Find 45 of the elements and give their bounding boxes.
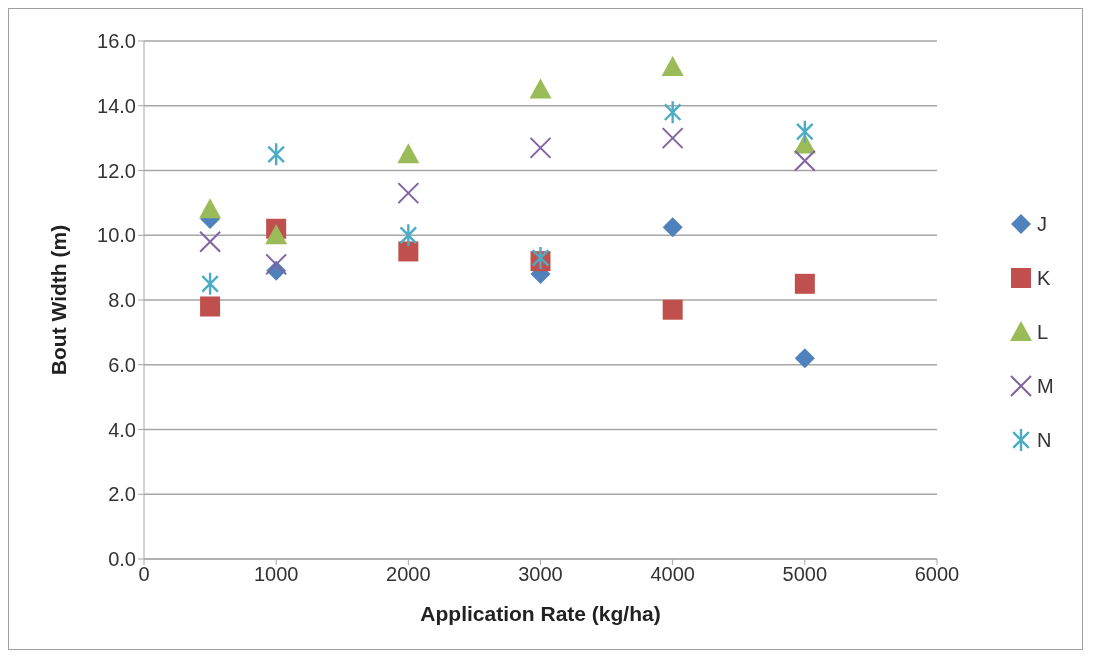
point	[794, 273, 815, 294]
y-axis-title: Bout Width (m)	[47, 224, 71, 376]
legend-label: J	[1037, 212, 1047, 236]
y-tick-label: 14.0	[97, 94, 136, 117]
point	[796, 120, 814, 143]
legend-label: K	[1037, 266, 1051, 290]
x-tick-label: 1000	[253, 563, 299, 586]
point	[661, 127, 684, 150]
y-tick-label: 6.0	[108, 353, 136, 376]
point	[529, 78, 552, 99]
y-tick-label: 10.0	[97, 224, 136, 247]
y-tick-label: 4.0	[108, 418, 136, 441]
point	[199, 198, 222, 219]
point	[265, 253, 288, 276]
legend-label: L	[1037, 320, 1049, 344]
point	[199, 230, 222, 253]
point	[531, 246, 550, 269]
point	[265, 224, 288, 245]
point	[664, 101, 682, 124]
x-tick-label: 4000	[650, 563, 695, 586]
y-tick-label: 12.0	[97, 159, 136, 182]
point	[661, 55, 684, 76]
x-tick-label: 0	[138, 563, 150, 586]
point	[793, 149, 816, 172]
y-tick-label: 8.0	[108, 289, 136, 312]
y-tick-label: 16.0	[97, 30, 136, 53]
point	[397, 182, 420, 205]
point	[794, 348, 815, 369]
x-tick-label: 3000	[518, 563, 563, 586]
x-tick-label: 5000	[782, 563, 828, 586]
legend-label: N	[1037, 428, 1052, 452]
x-tick-label: 2000	[386, 563, 431, 586]
point	[399, 224, 417, 247]
y-tick-label: 0.0	[108, 548, 136, 571]
point	[398, 241, 419, 262]
x-axis-title: Application Rate (kg/ha)	[420, 602, 661, 625]
point	[200, 296, 221, 317]
point	[529, 136, 552, 159]
x-tick-label: 6000	[914, 563, 960, 586]
point	[662, 217, 683, 238]
point	[267, 143, 285, 166]
point	[397, 143, 420, 164]
y-tick-label: 2.0	[108, 483, 136, 506]
legend-label: M	[1037, 374, 1054, 398]
point	[662, 299, 683, 320]
